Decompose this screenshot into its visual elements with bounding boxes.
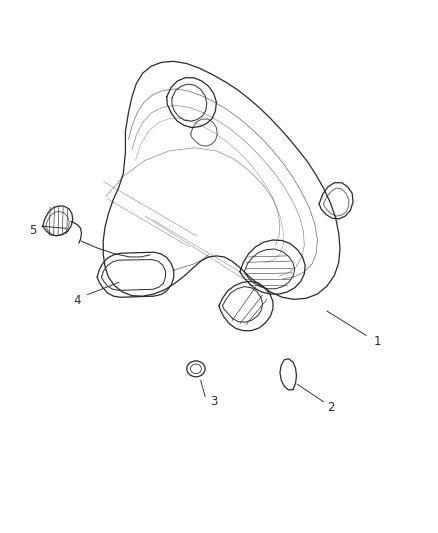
Text: 1: 1	[374, 335, 381, 348]
Text: 4: 4	[74, 294, 81, 308]
Text: 5: 5	[29, 224, 36, 237]
Text: 3: 3	[210, 395, 217, 408]
Text: 2: 2	[328, 400, 335, 414]
